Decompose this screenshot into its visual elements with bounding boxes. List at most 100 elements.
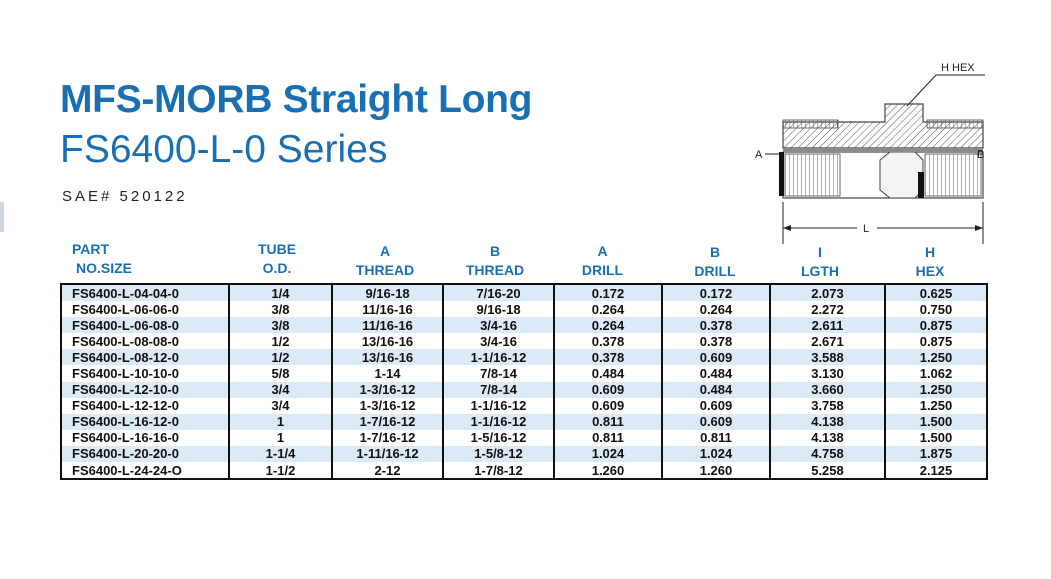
cell-part-number: FS6400-L-20-20-0 bbox=[60, 445, 230, 463]
table-row: FS6400-L-12-10-0 3/4 1-3/16-12 7/8-14 0.609 0… bbox=[60, 381, 988, 398]
cell-tube-od: 3/8 bbox=[228, 317, 333, 334]
cell-length: 4.758 bbox=[769, 445, 886, 463]
cell-a-thread: 1-3/16-12 bbox=[331, 397, 444, 414]
cell-a-drill: 0.609 bbox=[553, 381, 663, 398]
cell-part-number: FS6400-L-16-16-0 bbox=[60, 429, 230, 446]
cell-a-thread: 11/16-16 bbox=[331, 317, 444, 334]
page-title: MFS-MORB Straight Long bbox=[60, 78, 533, 121]
cell-part-number: FS6400-L-16-12-0 bbox=[60, 413, 230, 430]
cell-tube-od: 5/8 bbox=[228, 365, 333, 382]
cell-a-drill: 0.264 bbox=[553, 317, 663, 334]
cell-a-thread: 1-7/16-12 bbox=[331, 429, 444, 446]
header-part: PART NO.SIZE bbox=[72, 241, 133, 276]
cell-tube-od: 1/2 bbox=[228, 349, 333, 366]
cell-b-thread: 1-1/16-12 bbox=[442, 413, 555, 430]
cell-hex: 1.875 bbox=[884, 445, 988, 463]
cell-b-drill: 0.609 bbox=[661, 413, 771, 430]
cell-a-drill: 0.264 bbox=[553, 301, 663, 318]
table-header: PART NO.SIZE TUBE O.D. A THREAD B THREAD A DR… bbox=[60, 240, 986, 282]
cell-tube-od: 1 bbox=[228, 413, 333, 430]
header-b-drill: B DRILL bbox=[694, 244, 736, 279]
header-a-thread: A THREAD bbox=[355, 243, 415, 278]
cell-a-drill: 0.378 bbox=[553, 333, 663, 350]
cell-b-drill: 0.609 bbox=[661, 397, 771, 414]
fitting-diagram: H HEX A B L bbox=[755, 62, 985, 244]
cell-a-thread: 1-11/16-12 bbox=[331, 445, 444, 463]
cell-hex: 0.875 bbox=[884, 333, 988, 350]
cell-tube-od: 1/2 bbox=[228, 333, 333, 350]
cell-a-thread: 2-12 bbox=[331, 462, 444, 481]
cell-a-drill: 0.378 bbox=[553, 349, 663, 366]
b-label: B bbox=[977, 149, 984, 161]
l-label: L bbox=[863, 223, 869, 235]
cell-b-thread: 1-1/16-12 bbox=[442, 349, 555, 366]
cell-b-drill: 0.172 bbox=[661, 282, 771, 302]
hex-label: H HEX bbox=[941, 62, 975, 74]
cell-length: 4.138 bbox=[769, 413, 886, 430]
cell-part-number: FS6400-L-08-12-0 bbox=[60, 349, 230, 366]
cell-part-number: FS6400-L-24-24-O bbox=[60, 462, 230, 481]
cell-a-thread: 9/16-18 bbox=[331, 282, 444, 302]
cell-length: 2.073 bbox=[769, 282, 886, 302]
cell-b-drill: 0.378 bbox=[661, 317, 771, 334]
cell-b-drill: 1.260 bbox=[661, 462, 771, 481]
cell-b-drill: 0.264 bbox=[661, 301, 771, 318]
cell-hex: 2.125 bbox=[884, 462, 988, 481]
cell-part-number: FS6400-L-04-04-0 bbox=[60, 282, 230, 302]
header-tube-od: TUBE O.D. bbox=[257, 241, 297, 276]
cell-b-drill: 0.609 bbox=[661, 349, 771, 366]
cell-b-thread: 7/8-14 bbox=[442, 365, 555, 382]
sae-number: SAE# 520122 bbox=[62, 188, 188, 205]
left-edge-mark bbox=[0, 202, 4, 232]
cell-a-drill: 1.260 bbox=[553, 462, 663, 481]
cell-hex: 1.500 bbox=[884, 429, 988, 446]
table-row: FS6400-L-16-16-0 1 1-7/16-12 1-5/16-12 0.811… bbox=[60, 429, 988, 446]
table-row: FS6400-L-08-08-0 1/2 13/16-16 3/4-16 0.378 0.… bbox=[60, 333, 988, 350]
cell-part-number: FS6400-L-12-12-0 bbox=[60, 397, 230, 414]
cell-tube-od: 1 bbox=[228, 429, 333, 446]
cell-b-thread: 9/16-18 bbox=[442, 301, 555, 318]
cell-a-thread: 11/16-16 bbox=[331, 301, 444, 318]
cell-hex: 1.250 bbox=[884, 381, 988, 398]
cell-a-drill: 1.024 bbox=[553, 445, 663, 463]
cell-tube-od: 1-1/2 bbox=[228, 462, 333, 481]
cell-part-number: FS6400-L-10-10-0 bbox=[60, 365, 230, 382]
cell-hex: 0.750 bbox=[884, 301, 988, 318]
cell-length: 4.138 bbox=[769, 429, 886, 446]
cell-part-number: FS6400-L-06-06-0 bbox=[60, 301, 230, 318]
cell-b-thread: 3/4-16 bbox=[442, 317, 555, 334]
cell-b-thread: 1-7/8-12 bbox=[442, 462, 555, 481]
cell-length: 2.671 bbox=[769, 333, 886, 350]
cell-a-thread: 1-3/16-12 bbox=[331, 381, 444, 398]
cell-hex: 0.625 bbox=[884, 282, 988, 302]
cell-hex: 1.062 bbox=[884, 365, 988, 382]
a-label: A bbox=[755, 149, 763, 161]
cell-hex: 1.250 bbox=[884, 397, 988, 414]
cell-b-thread: 7/16-20 bbox=[442, 282, 555, 302]
cell-b-drill: 0.811 bbox=[661, 429, 771, 446]
cell-tube-od: 3/8 bbox=[228, 301, 333, 318]
cell-length: 5.258 bbox=[769, 462, 886, 481]
series-subtitle: FS6400-L-0 Series bbox=[60, 128, 388, 171]
cell-hex: 0.875 bbox=[884, 317, 988, 334]
cell-a-thread: 1-14 bbox=[331, 365, 444, 382]
cell-b-drill: 0.484 bbox=[661, 381, 771, 398]
table-row: FS6400-L-24-24-O 1-1/2 2-12 1-7/8-12 1.260 1.… bbox=[60, 462, 988, 481]
cell-b-drill: 0.484 bbox=[661, 365, 771, 382]
cell-a-thread: 13/16-16 bbox=[331, 333, 444, 350]
cell-a-thread: 1-7/16-12 bbox=[331, 413, 444, 430]
cell-a-drill: 0.484 bbox=[553, 365, 663, 382]
cell-length: 3.588 bbox=[769, 349, 886, 366]
cell-a-drill: 0.811 bbox=[553, 429, 663, 446]
cell-b-thread: 1-1/16-12 bbox=[442, 397, 555, 414]
header-hex: H HEX bbox=[915, 244, 945, 279]
cell-part-number: FS6400-L-06-08-0 bbox=[60, 317, 230, 334]
cell-a-drill: 0.172 bbox=[553, 282, 663, 302]
cell-b-thread: 7/8-14 bbox=[442, 381, 555, 398]
cell-a-drill: 0.609 bbox=[553, 397, 663, 414]
cell-length: 3.758 bbox=[769, 397, 886, 414]
table-row: FS6400-L-12-12-0 3/4 1-3/16-12 1-1/16-12 0.6… bbox=[60, 397, 988, 414]
header-a-drill: A DRILL bbox=[581, 243, 624, 278]
cell-b-drill: 1.024 bbox=[661, 445, 771, 463]
cell-part-number: FS6400-L-12-10-0 bbox=[60, 381, 230, 398]
